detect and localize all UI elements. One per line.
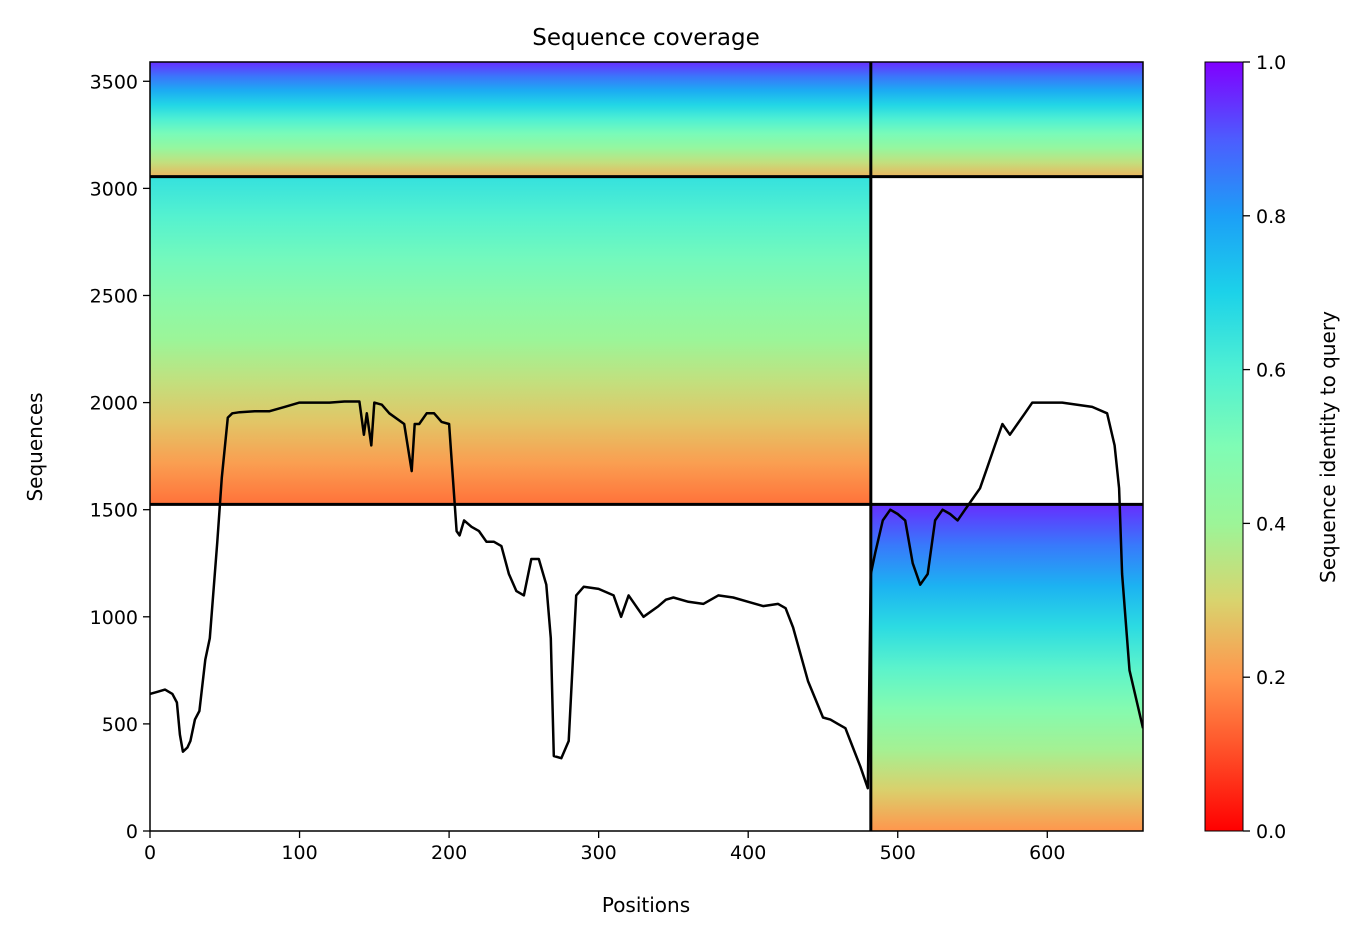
plot-frame [149,61,1144,832]
x-tick-label: 0 [144,842,156,864]
heatmap-blocks [150,62,1143,831]
heatmap-block-1 [870,62,1143,177]
chain-boundaries [150,62,1143,831]
x-tick-label: 200 [431,842,467,864]
chart-title: Sequence coverage [532,25,760,51]
heatmap-block-0 [150,62,871,177]
colorbar [1204,61,1244,832]
y-axis-label: Sequences [23,392,47,501]
y-tick-label: 500 [102,714,138,736]
y-tick-label: 2000 [90,393,138,415]
y-tick-label: 3500 [90,71,138,93]
heatmap-block-2 [150,176,871,505]
colorbar-tick-label: 0.0 [1256,821,1286,843]
x-tick-label: 600 [1029,842,1065,864]
y-axis-ticks: 0 500 1000 1500 2000 2500 3000 3500 [90,71,150,843]
y-tick-label: 1000 [90,607,138,629]
colorbar-tick-label: 0.6 [1256,360,1286,382]
x-tick-label: 300 [581,842,617,864]
colorbar-tick-label: 0.4 [1256,513,1286,535]
x-tick-label: 400 [730,842,766,864]
x-axis-ticks: 0 100 200 300 400 500 600 [144,831,1065,864]
heatmap-block-3 [870,504,1143,831]
colorbar-tick-label: 1.0 [1256,52,1286,74]
colorbar-tick-label: 0.8 [1256,206,1286,228]
colorbar-label: Sequence identity to query [1316,311,1340,583]
colorbar-ticks: 0.0 0.2 0.4 0.6 0.8 1.0 [1243,52,1286,843]
coverage-line [150,400,1143,790]
y-tick-label: 2500 [90,285,138,307]
colorbar-tick-label: 0.2 [1256,667,1286,689]
y-tick-label: 0 [126,821,138,843]
y-tick-label: 3000 [90,178,138,200]
x-tick-label: 100 [281,842,317,864]
x-axis-label: Positions [602,893,690,917]
coverage-line-layer [150,400,1143,790]
y-tick-label: 1500 [90,500,138,522]
x-tick-label: 500 [880,842,916,864]
